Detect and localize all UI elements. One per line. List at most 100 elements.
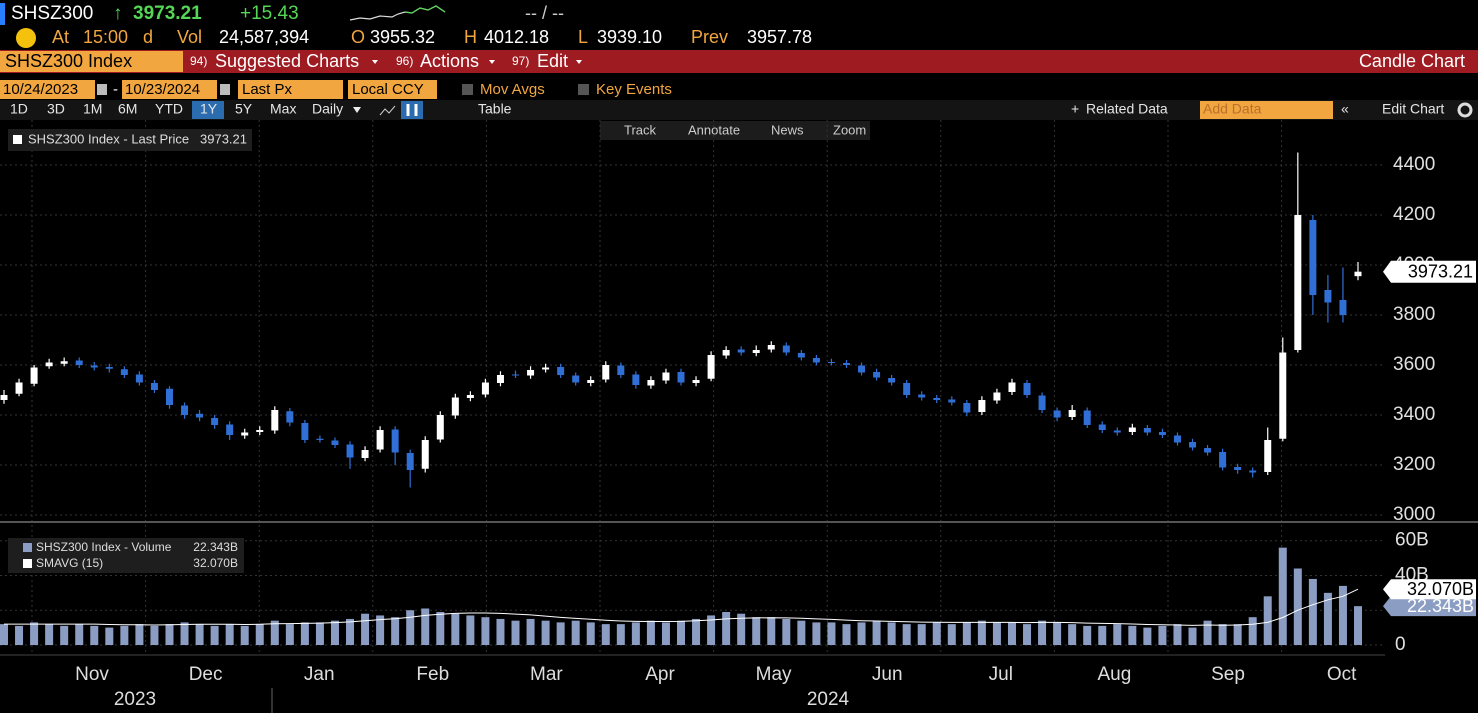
candle-body bbox=[933, 398, 941, 400]
calendar-icon[interactable] bbox=[220, 84, 230, 95]
low-label: L bbox=[578, 27, 588, 47]
menu-item[interactable]: Edit bbox=[537, 51, 568, 71]
volume-bar bbox=[285, 624, 294, 645]
input[interactable] bbox=[122, 80, 217, 99]
tool[interactable]: Zoom bbox=[833, 122, 866, 137]
volume-bar bbox=[1218, 624, 1227, 645]
legend-swatch bbox=[23, 543, 32, 552]
add-data-input[interactable] bbox=[1200, 101, 1333, 119]
volume-bar bbox=[1007, 622, 1016, 645]
candle-body bbox=[120, 369, 128, 375]
y-tick-label: 0 bbox=[1395, 634, 1406, 655]
line-icon[interactable] bbox=[379, 105, 396, 116]
candle-body bbox=[196, 413, 204, 418]
period-button[interactable]: 6M bbox=[118, 101, 137, 117]
field[interactable]: Last Px bbox=[242, 81, 293, 98]
security[interactable]: SHSZ300 Index bbox=[5, 51, 132, 71]
calendar-icon[interactable] bbox=[97, 84, 107, 95]
volume-bar bbox=[812, 622, 821, 645]
candle-body bbox=[842, 363, 850, 365]
period-button[interactable]: 3D bbox=[47, 101, 65, 117]
candle-body bbox=[316, 438, 324, 440]
collapse[interactable]: « bbox=[1341, 101, 1349, 117]
volume-bar bbox=[105, 627, 114, 645]
input[interactable] bbox=[348, 80, 437, 99]
candle-body bbox=[1113, 430, 1121, 433]
volume-bar bbox=[225, 624, 234, 645]
candle-body bbox=[948, 399, 956, 403]
volume-bar bbox=[586, 622, 595, 645]
volume-bar bbox=[75, 624, 84, 645]
menu-item[interactable]: Suggested Charts bbox=[215, 51, 359, 71]
currency[interactable]: Local CCY bbox=[352, 81, 424, 98]
volume-bar bbox=[466, 615, 475, 645]
volume-bar bbox=[1203, 620, 1212, 645]
related-data[interactable]: Related Data bbox=[1086, 101, 1168, 117]
volume-bar bbox=[857, 622, 866, 645]
period-button[interactable]: Max bbox=[270, 101, 296, 117]
candle-body bbox=[1038, 395, 1046, 410]
volume-legend bbox=[8, 538, 244, 573]
menu-item[interactable]: Actions bbox=[420, 51, 479, 71]
mov-avgs[interactable]: Mov Avgs bbox=[480, 81, 545, 98]
volume-bar bbox=[917, 624, 926, 645]
y-tick-label: 4400 bbox=[1393, 154, 1435, 175]
volume-bar bbox=[135, 624, 144, 645]
prev: 3957.78 bbox=[747, 27, 812, 47]
candle-body bbox=[1158, 432, 1166, 435]
ticker: SHSZ300 bbox=[11, 3, 93, 24]
volume-bar bbox=[255, 624, 264, 645]
period-button[interactable]: 5Y bbox=[235, 101, 253, 117]
time: 15:00 bbox=[83, 27, 128, 47]
volume-bar bbox=[767, 617, 776, 645]
volume-bar bbox=[571, 620, 580, 645]
start-date[interactable]: 10/24/2023 bbox=[3, 81, 78, 98]
period-button[interactable]: 1D bbox=[10, 101, 28, 117]
menu-num[interactable]: 94) bbox=[190, 54, 207, 68]
candle-icon[interactable] bbox=[401, 101, 423, 119]
volume-bar bbox=[1083, 625, 1092, 645]
candle-body bbox=[1098, 424, 1106, 430]
gear[interactable] bbox=[1457, 102, 1473, 118]
table[interactable]: Table bbox=[478, 101, 512, 117]
input[interactable] bbox=[238, 80, 343, 99]
price: 3973.21 bbox=[133, 3, 202, 24]
security-box[interactable] bbox=[0, 51, 183, 72]
tool[interactable]: Track bbox=[624, 122, 657, 137]
period-button[interactable]: YTD bbox=[155, 101, 183, 117]
checkbox[interactable] bbox=[462, 84, 473, 95]
add-data[interactable]: Add Data bbox=[1203, 101, 1262, 117]
period-button[interactable]: 1Y bbox=[200, 101, 218, 117]
plus: + bbox=[1071, 101, 1079, 117]
menu-bar bbox=[0, 50, 1478, 73]
candle-body bbox=[1354, 271, 1362, 277]
volume-bar bbox=[1173, 624, 1182, 645]
candle-body bbox=[90, 365, 98, 368]
volume-bar bbox=[165, 624, 174, 645]
candle-body bbox=[602, 365, 610, 380]
end-date[interactable]: 10/23/2024 bbox=[125, 81, 200, 98]
volume-bar bbox=[210, 625, 219, 645]
input[interactable] bbox=[0, 80, 95, 99]
menu-num[interactable]: 96) bbox=[396, 54, 413, 68]
volume-bar bbox=[646, 620, 655, 645]
candle-body bbox=[1279, 352, 1287, 439]
candle-body bbox=[1083, 410, 1091, 425]
checkbox[interactable] bbox=[578, 84, 589, 95]
frequency[interactable]: Daily bbox=[312, 101, 343, 117]
edit-chart[interactable]: Edit Chart bbox=[1382, 101, 1444, 117]
candle-body bbox=[1219, 452, 1227, 468]
tool[interactable]: News bbox=[771, 122, 804, 137]
volume-bar bbox=[992, 622, 1001, 645]
key-events[interactable]: Key Events bbox=[596, 81, 672, 98]
volume-bar bbox=[1053, 622, 1062, 645]
legend-label: SMAVG (15) bbox=[36, 556, 103, 570]
candle-body bbox=[782, 345, 790, 353]
volume-bar bbox=[45, 624, 54, 645]
candle-body bbox=[1008, 382, 1016, 392]
period-button[interactable]: 1M bbox=[83, 101, 102, 117]
tool[interactable]: Annotate bbox=[688, 122, 740, 137]
menu-num[interactable]: 97) bbox=[512, 54, 529, 68]
caret bbox=[576, 60, 582, 64]
volume-bar bbox=[120, 625, 129, 645]
